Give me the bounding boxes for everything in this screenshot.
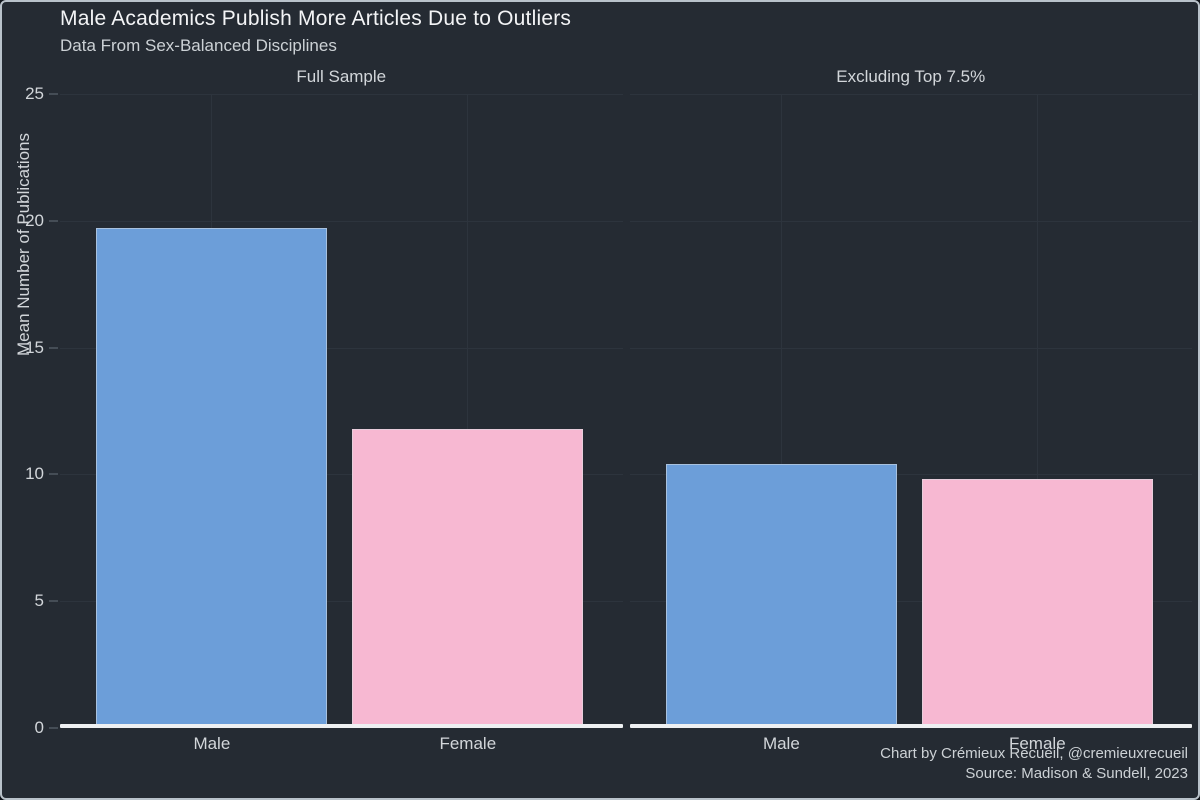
panel-title: Excluding Top 7.5% bbox=[836, 67, 986, 86]
y-tick-label: 10 bbox=[25, 464, 44, 484]
chart-area: Full Sample Male Female Excluding Top 7.5% M… bbox=[60, 67, 1192, 753]
x-axis-line bbox=[629, 724, 1192, 728]
gridline-horizontal bbox=[60, 601, 623, 603]
y-tick-label: 0 bbox=[34, 718, 44, 737]
y-tick-mark bbox=[49, 600, 58, 603]
gridline-horizontal bbox=[60, 94, 623, 95]
panel-excluding-top-7-5: Excluding Top 7.5% Male Female bbox=[629, 67, 1192, 753]
x-tick-label-female: Female bbox=[1008, 734, 1066, 753]
x-tick-label-male: Male bbox=[193, 734, 231, 753]
gridline-horizontal bbox=[60, 220, 623, 222]
y-tick-mark bbox=[49, 727, 58, 729]
gridline-horizontal bbox=[629, 474, 1192, 476]
gridline-vertical bbox=[467, 94, 469, 726]
chart-subtitle: Data From Sex-Balanced Disciplines bbox=[60, 36, 337, 55]
bar-female-panel-1 bbox=[352, 428, 584, 728]
x-tick-label-female: Female bbox=[439, 734, 497, 753]
gridline-vertical bbox=[1036, 94, 1038, 726]
x-axis-line bbox=[60, 724, 623, 728]
panel-full-sample: Full Sample Male Female bbox=[60, 67, 623, 753]
y-axis: 0 5 10 15 20 25 bbox=[2, 84, 60, 737]
gridline-horizontal bbox=[629, 347, 1192, 349]
y-tick-mark bbox=[49, 93, 58, 95]
gridline-horizontal bbox=[629, 94, 1192, 95]
gridline-horizontal bbox=[60, 474, 623, 476]
y-tick-label: 25 bbox=[25, 84, 44, 103]
bar-male-panel-1 bbox=[96, 228, 328, 728]
y-tick-mark bbox=[49, 219, 58, 222]
chart-title: Male Academics Publish More Articles Due… bbox=[60, 7, 572, 30]
gridline-horizontal bbox=[629, 220, 1192, 222]
gridline-horizontal bbox=[60, 347, 623, 349]
gridline-horizontal bbox=[629, 601, 1192, 603]
gridline-vertical bbox=[780, 94, 782, 726]
x-tick-label-male: Male bbox=[762, 734, 800, 753]
y-tick-mark bbox=[49, 473, 58, 476]
y-tick-label: 20 bbox=[25, 210, 44, 230]
panel-title: Full Sample bbox=[296, 67, 387, 86]
caption-source: Source: Madison & Sundell, 2023 bbox=[965, 765, 1188, 782]
bar-female-panel-2 bbox=[921, 479, 1153, 728]
y-tick-label: 5 bbox=[34, 591, 44, 611]
bar-male-panel-2 bbox=[665, 464, 897, 728]
y-tick-mark bbox=[49, 346, 58, 349]
chart-caption: Chart by Crémieux Recueil, @cremieuxrecu… bbox=[880, 744, 1188, 784]
y-tick-label: 15 bbox=[25, 337, 44, 357]
caption-credit: Chart by Crémieux Recueil, @cremieuxrecu… bbox=[880, 745, 1188, 762]
